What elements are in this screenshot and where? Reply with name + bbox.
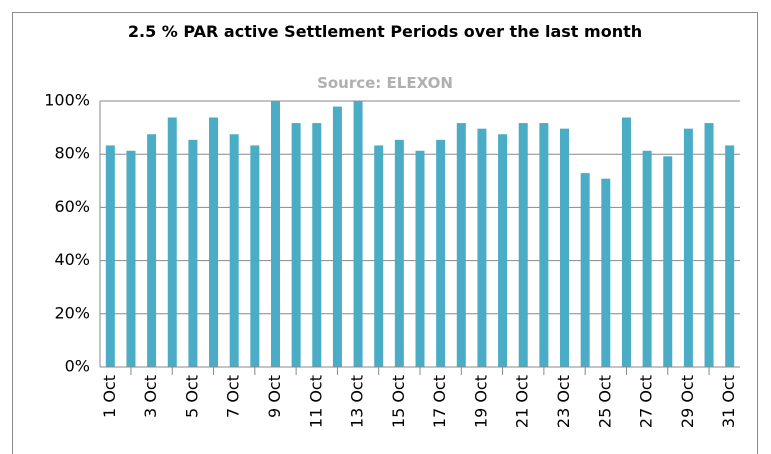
bar [580, 173, 590, 367]
x-tick-label: 3 Oct [141, 375, 160, 418]
bar [725, 145, 735, 367]
x-tick-label: 13 Oct [348, 375, 367, 428]
x-tick-label: 7 Oct [224, 375, 243, 418]
y-tick-label: 60% [54, 197, 90, 216]
x-tick-label: 31 Oct [719, 375, 738, 428]
bar [621, 117, 631, 367]
x-tick-label: 1 Oct [100, 375, 119, 418]
bar [498, 134, 508, 367]
x-tick-label: 9 Oct [265, 375, 284, 418]
bar [105, 145, 115, 367]
x-tick-label: 27 Oct [637, 375, 656, 428]
bar [683, 128, 693, 367]
y-tick-label: 100% [44, 91, 90, 110]
bar [394, 139, 404, 367]
bar [436, 139, 446, 367]
bar [456, 123, 466, 367]
bar [663, 156, 673, 367]
bar [332, 106, 342, 367]
bar [126, 150, 136, 367]
bar [147, 134, 157, 367]
y-tick-label: 40% [54, 250, 90, 269]
x-tick-label: 17 Oct [430, 375, 449, 428]
bar [209, 117, 219, 367]
bar [704, 123, 714, 367]
bar [601, 178, 611, 367]
y-tick-label: 80% [54, 144, 90, 163]
bar [291, 123, 301, 367]
bar [270, 101, 280, 367]
y-tick-label: 20% [54, 303, 90, 322]
bar [312, 123, 322, 367]
x-tick-label: 5 Oct [182, 375, 201, 418]
bar [188, 139, 198, 367]
bar [560, 128, 570, 367]
x-tick-label: 19 Oct [471, 375, 490, 428]
bar [477, 128, 487, 367]
bar [415, 150, 425, 367]
bar [642, 150, 652, 367]
bar [374, 145, 384, 367]
x-tick-label: 15 Oct [389, 375, 408, 428]
x-tick-label: 25 Oct [595, 375, 614, 428]
x-tick-label: 29 Oct [678, 375, 697, 428]
bar [539, 123, 549, 367]
x-tick-label: 23 Oct [554, 375, 573, 428]
bar [353, 101, 363, 367]
chart-title: 2.5 % PAR active Settlement Periods over… [127, 22, 643, 41]
bar [229, 134, 239, 367]
bar [518, 123, 528, 367]
x-tick-label: 21 Oct [513, 375, 532, 428]
y-tick-label: 0% [65, 357, 90, 376]
chart-subtitle: Source: ELEXON [317, 74, 453, 92]
bar [250, 145, 260, 367]
x-tick-label: 11 Oct [306, 375, 325, 428]
bar [167, 117, 177, 367]
chart-border [12, 12, 758, 454]
